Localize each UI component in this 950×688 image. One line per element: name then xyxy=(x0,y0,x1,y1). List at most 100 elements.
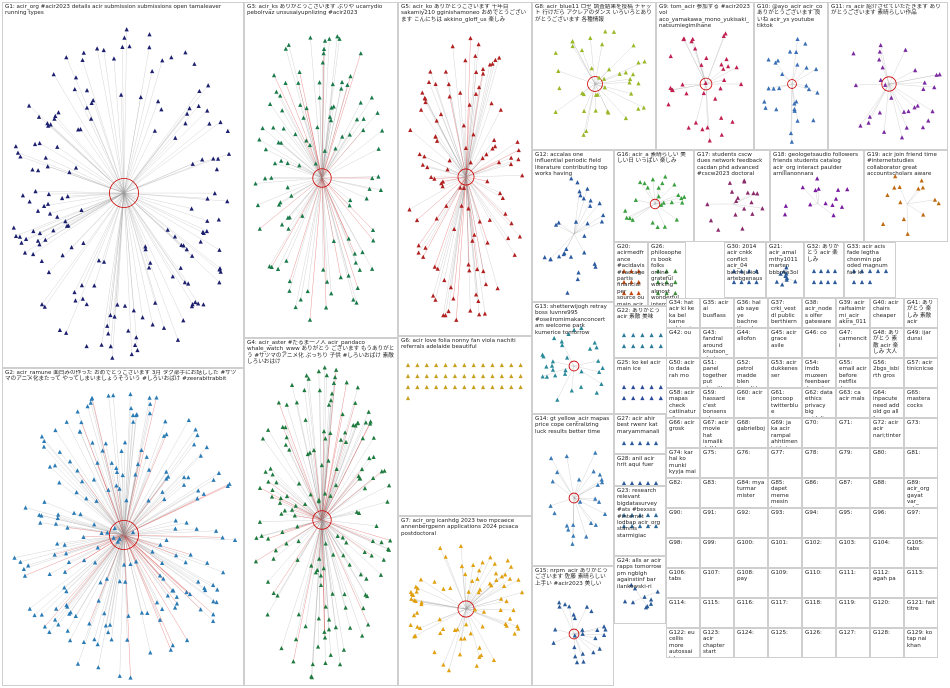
user-node xyxy=(655,589,660,594)
edge xyxy=(123,397,157,536)
user-node xyxy=(91,98,96,103)
cluster-g38: G38: acir_nodes olfer gateware xyxy=(802,298,836,328)
user-node xyxy=(134,559,139,564)
edge xyxy=(287,177,323,188)
user-node xyxy=(480,384,486,390)
edge xyxy=(123,110,208,194)
cluster-g121: G121: fait titre xyxy=(904,598,938,628)
edge xyxy=(652,179,656,205)
edge xyxy=(463,125,467,178)
user-node xyxy=(313,570,318,575)
user-node xyxy=(322,635,328,640)
edge xyxy=(123,121,221,194)
edge xyxy=(304,503,323,521)
user-node xyxy=(556,220,561,225)
cluster-label: G102: xyxy=(805,540,824,546)
edge xyxy=(273,519,323,559)
cluster-g112: G112: agah pa xyxy=(870,568,904,598)
edge xyxy=(55,115,125,194)
user-node xyxy=(471,384,476,390)
user-node xyxy=(417,151,422,157)
cluster-label: G65: mastera cocks xyxy=(907,390,932,409)
user-node xyxy=(621,343,627,349)
user-node xyxy=(549,455,554,461)
edge xyxy=(888,74,940,85)
user-node xyxy=(138,94,143,100)
cluster-label: G16: acir_a 素晴らしい 美しい日 いっぱい 楽しみ xyxy=(617,152,686,165)
user-node xyxy=(450,44,455,49)
user-node xyxy=(645,512,651,518)
cluster-g39: G39: acir raifsaimir mi_acir akira_011 xyxy=(836,298,870,328)
user-node xyxy=(43,237,48,242)
user-node xyxy=(311,447,317,453)
user-node xyxy=(307,450,312,455)
user-node xyxy=(885,192,890,198)
edge xyxy=(640,597,648,607)
user-node xyxy=(369,553,374,558)
user-node xyxy=(376,146,381,151)
user-node xyxy=(200,229,205,235)
edge xyxy=(123,421,166,536)
edge xyxy=(24,534,125,576)
edge xyxy=(573,633,576,657)
cluster-label: G67: acir movie hat ismailk delkhne koi … xyxy=(703,420,729,447)
user-node xyxy=(783,273,788,278)
cluster-g30: G30: 2014 acir cnkk conflict acir_04 bac… xyxy=(724,242,766,298)
edge xyxy=(434,176,467,267)
user-node xyxy=(566,527,571,532)
user-node xyxy=(337,36,342,41)
user-node xyxy=(346,273,351,278)
user-node xyxy=(355,285,360,290)
user-node xyxy=(328,493,333,498)
edge xyxy=(25,507,125,536)
user-node xyxy=(190,161,195,166)
edge xyxy=(321,439,342,521)
user-node xyxy=(105,323,110,328)
edge xyxy=(552,361,575,367)
user-node xyxy=(335,533,340,538)
user-node xyxy=(733,212,738,217)
edge xyxy=(465,579,519,610)
user-node xyxy=(488,555,493,560)
user-node xyxy=(364,576,369,581)
user-node xyxy=(601,76,607,81)
edge xyxy=(267,429,323,521)
edge xyxy=(103,192,125,262)
user-node xyxy=(414,610,420,615)
user-node xyxy=(257,226,262,231)
user-node xyxy=(564,453,569,459)
user-node xyxy=(105,530,110,535)
edge xyxy=(888,82,925,85)
user-node xyxy=(578,193,583,198)
user-node xyxy=(434,362,439,368)
edge xyxy=(415,608,467,636)
cluster-g126: G126: xyxy=(802,628,836,658)
user-node xyxy=(360,436,365,441)
user-node xyxy=(81,240,86,245)
edge xyxy=(308,378,323,521)
user-node xyxy=(516,147,521,153)
user-node xyxy=(599,381,604,387)
user-node xyxy=(31,228,36,234)
cluster-g46: G46: co xyxy=(802,328,836,358)
user-node xyxy=(806,86,812,92)
user-node xyxy=(555,469,560,475)
user-node xyxy=(509,384,514,390)
user-node xyxy=(446,308,451,314)
edge xyxy=(594,83,627,119)
user-node xyxy=(321,51,326,56)
user-node xyxy=(184,589,189,595)
user-node xyxy=(468,160,473,165)
user-node xyxy=(637,523,643,529)
edge xyxy=(49,534,125,575)
user-node xyxy=(271,72,277,78)
user-node xyxy=(705,125,710,130)
user-node xyxy=(412,598,417,603)
cluster-label: G124: xyxy=(737,630,756,636)
user-node xyxy=(302,387,307,393)
cluster-g90: G90: xyxy=(666,508,700,538)
cluster-network-g28 xyxy=(621,480,659,485)
edge xyxy=(259,487,323,521)
edge xyxy=(123,414,134,536)
user-node xyxy=(41,203,47,208)
